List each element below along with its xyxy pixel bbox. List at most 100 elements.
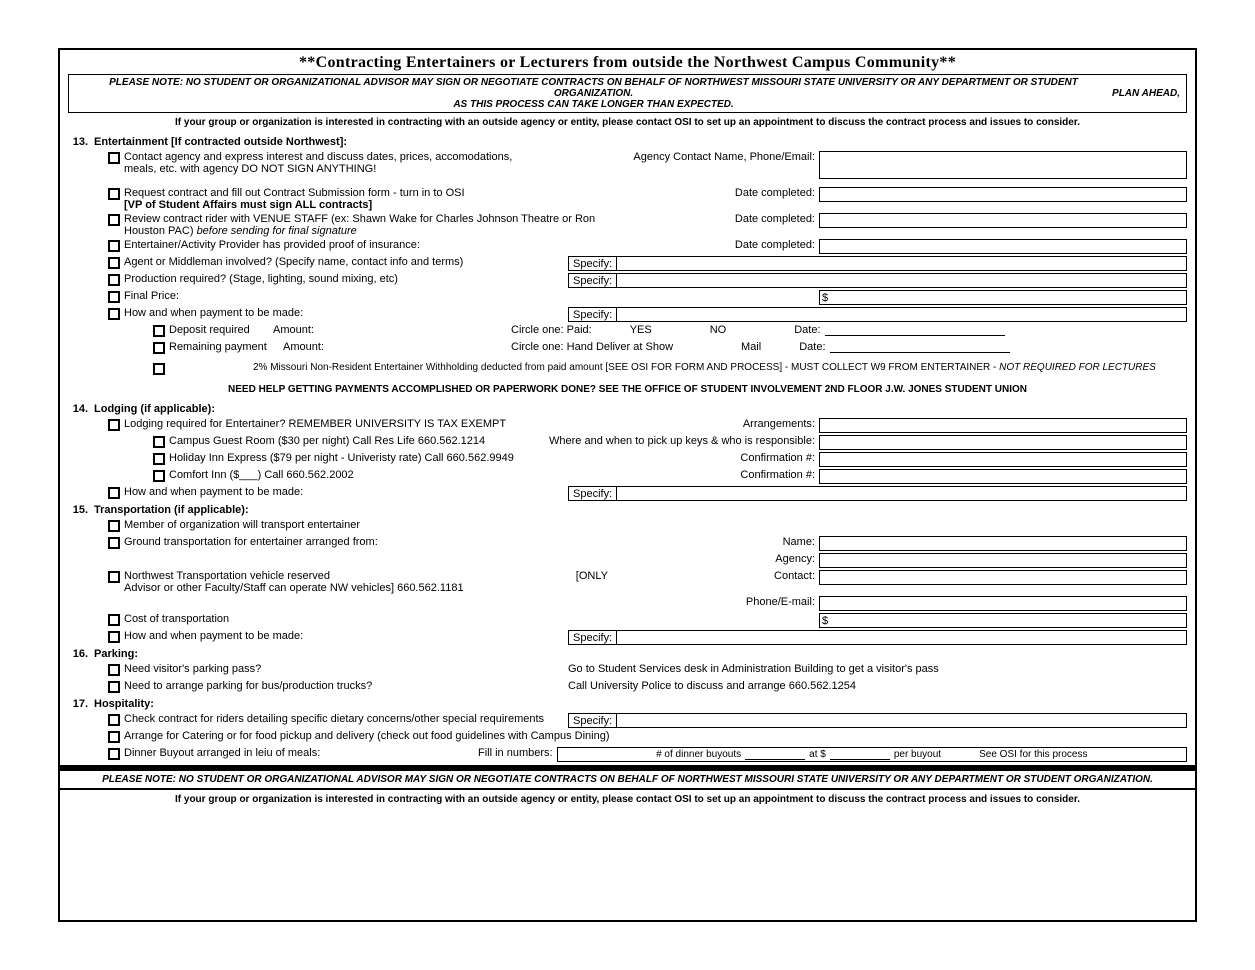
checkbox[interactable] — [108, 487, 120, 499]
bottom-note-1: PLEASE NOTE: NO STUDENT OR ORGANIZATIONA… — [60, 765, 1195, 788]
checkbox[interactable] — [108, 274, 120, 286]
s15-phone-label: Phone/E-mail: — [746, 596, 815, 608]
transport-cost-field[interactable]: $ — [819, 613, 1187, 628]
checkbox[interactable] — [108, 631, 120, 643]
s13-item-6: Production required? (Stage, lighting, s… — [68, 272, 1187, 289]
gt-agency-field[interactable] — [819, 553, 1187, 568]
production-specify-field[interactable] — [616, 273, 1187, 288]
checkbox[interactable] — [108, 257, 120, 269]
arrangements-field[interactable] — [819, 418, 1187, 433]
s14-item-1: Lodging required for Entertainer? REMEMB… — [68, 417, 1187, 434]
deposit-date-field[interactable] — [825, 324, 1005, 336]
gt-name-field[interactable] — [819, 536, 1187, 551]
deposit-label: Deposit required — [169, 324, 269, 336]
s15-i3b: Advisor or other Faculty/Staff can opera… — [124, 582, 464, 594]
agent-specify-field[interactable] — [616, 256, 1187, 271]
circle-paid: Circle one: Paid: — [511, 324, 592, 336]
fill-in-numbers: Fill in numbers: — [478, 747, 553, 759]
amount-label: Amount: — [283, 341, 343, 353]
checkbox[interactable] — [108, 664, 120, 676]
checkbox[interactable] — [153, 436, 165, 448]
dietary-specify-field[interactable] — [616, 713, 1187, 728]
section-15-header: 15. Transportation (if applicable): — [68, 502, 1187, 518]
checkbox[interactable] — [108, 748, 120, 760]
s14-i4-text: Comfort Inn ($___) Call 660.562.2002 — [169, 469, 354, 481]
s13-i1-text: Contact agency and express interest and … — [124, 151, 514, 175]
s13-i2-text: Request contract and fill out Contract S… — [124, 187, 624, 211]
section-16-num: 16. — [68, 648, 88, 660]
checkbox[interactable] — [108, 714, 120, 726]
s13-withholding: 2% Missouri Non-Resident Entertainer Wit… — [68, 361, 1187, 378]
transport-payment-field[interactable] — [616, 630, 1187, 645]
checkbox[interactable] — [108, 681, 120, 693]
s15-i3a: Northwest Transportation vehicle reserve… — [124, 570, 330, 582]
s17-item-2: Arrange for Catering or for food pickup … — [68, 729, 1187, 746]
checkbox[interactable] — [153, 453, 165, 465]
s13-deposit: Deposit required Amount: Circle one: Pai… — [68, 323, 1187, 340]
checkbox[interactable] — [153, 470, 165, 482]
checkbox[interactable] — [153, 363, 165, 375]
section-15-num: 15. — [68, 504, 88, 516]
section-16-header: 16. Parking: — [68, 646, 1187, 662]
checkbox[interactable] — [108, 214, 120, 226]
checkbox[interactable] — [108, 291, 120, 303]
s14-item-5: How and when payment to be made: Specify… — [68, 485, 1187, 502]
specify-label: Specify: — [568, 256, 616, 271]
section-17-num: 17. — [68, 698, 88, 710]
final-price-field[interactable]: $ — [819, 290, 1187, 305]
s13-i1-rlabel: Agency Contact Name, Phone/Email: — [585, 151, 815, 163]
s13-i6-text: Production required? (Stage, lighting, s… — [124, 273, 564, 285]
nw-contact-field[interactable] — [819, 570, 1187, 585]
buyout-price-field[interactable] — [830, 750, 890, 760]
section-13-num: 13. — [68, 136, 88, 148]
plan-ahead: PLAN AHEAD, — [1112, 88, 1180, 99]
checkbox[interactable] — [153, 325, 165, 337]
date-completed-3[interactable] — [819, 239, 1187, 254]
s15-i4-text: Cost of transportation — [124, 613, 229, 625]
checkbox[interactable] — [108, 537, 120, 549]
s13-remaining: Remaining payment Amount: Circle one: Ha… — [68, 340, 1187, 357]
checkbox[interactable] — [108, 419, 120, 431]
checkbox[interactable] — [108, 614, 120, 626]
checkbox[interactable] — [108, 520, 120, 532]
section-15-title: Transportation (if applicable): — [94, 504, 249, 516]
nw-phone-field[interactable] — [819, 596, 1187, 611]
buyout-count-field[interactable] — [745, 750, 805, 760]
payment-specify-field[interactable] — [616, 307, 1187, 322]
remaining-date-field[interactable] — [830, 341, 1010, 353]
checkbox[interactable] — [153, 342, 165, 354]
checkbox[interactable] — [108, 240, 120, 252]
yes-option: YES — [630, 324, 652, 336]
buyout-count-label: # of dinner buyouts — [656, 749, 741, 760]
s13-item-3: Review contract rider with VENUE STAFF (… — [68, 212, 1187, 238]
checkbox[interactable] — [108, 152, 120, 164]
s15-item-3: Northwest Transportation vehicle reserve… — [68, 569, 1187, 595]
conf2-field[interactable] — [819, 469, 1187, 484]
date-completed-1[interactable] — [819, 187, 1187, 202]
s13-i4-text: Entertainer/Activity Provider has provid… — [124, 239, 420, 251]
amount-label: Amount: — [273, 324, 333, 336]
s13-i3-rlabel: Date completed: — [685, 213, 815, 225]
s13-i7-text: Final Price: — [124, 290, 179, 302]
s13-item-8: How and when payment to be made: Specify… — [68, 306, 1187, 323]
s15-i2-text: Ground transportation for entertainer ar… — [124, 536, 378, 548]
s16-i1-instr: Go to Student Services desk in Administr… — [568, 663, 939, 675]
conf1-field[interactable] — [819, 452, 1187, 467]
lodging-payment-field[interactable] — [616, 486, 1187, 501]
s13-i5-text: Agent or Middleman involved? (Specify na… — [124, 256, 564, 268]
section-14-title: Lodging (if applicable): — [94, 403, 215, 415]
checkbox[interactable] — [108, 188, 120, 200]
checkbox[interactable] — [108, 571, 120, 583]
buyout-field[interactable]: # of dinner buyouts at $ per buyout See … — [557, 747, 1187, 762]
section-16-title: Parking: — [94, 648, 138, 660]
top-note-box: PLEASE NOTE: NO STUDENT OR ORGANIZATIONA… — [68, 74, 1187, 113]
checkbox[interactable] — [108, 308, 120, 320]
keys-field[interactable] — [819, 435, 1187, 450]
s16-i2-instr: Call University Police to discuss and ar… — [568, 680, 856, 692]
checkbox[interactable] — [108, 731, 120, 743]
s13-i2-rlabel: Date completed: — [685, 187, 815, 199]
date-completed-2[interactable] — [819, 213, 1187, 228]
agency-contact-field[interactable] — [819, 151, 1187, 179]
s13-i8-text: How and when payment to be made: — [124, 307, 564, 319]
dollar-sign: $ — [822, 615, 828, 627]
